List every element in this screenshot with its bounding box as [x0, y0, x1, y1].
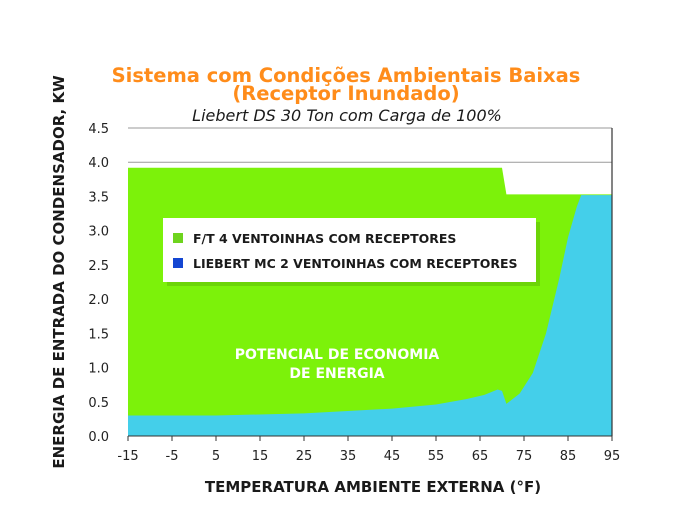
y-axis-title: ENERGIA DE ENTRADA DO CONDENSADOR, KW: [50, 75, 68, 469]
x-tick-label: 55: [428, 449, 445, 464]
annotation-line1: POTENCIAL DE ECONOMIA: [235, 347, 440, 363]
x-tick-label: 25: [296, 449, 313, 464]
axes: [128, 128, 613, 437]
plot-areas: [128, 167, 612, 436]
x-axis-title: TEMPERATURA AMBIENTE EXTERNA (°F): [205, 478, 541, 496]
x-tick-label: 35: [340, 449, 357, 464]
chart-title: Sistema com Condições Ambientais Baixas: [112, 64, 581, 87]
legend-label-ft: F/T 4 VENTOINHAS COM RECEPTORES: [193, 231, 456, 246]
x-tick-label: 65: [472, 449, 489, 464]
legend-label-mc: LIEBERT MC 2 VENTOINHAS COM RECEPTORES: [193, 256, 518, 271]
x-tick-labels: -15 -5 5 15 25 35 45 55 65 75 85 95: [117, 436, 620, 464]
legend-box: [163, 218, 536, 282]
x-tick-label: 85: [560, 449, 577, 464]
y-tick-label: 3.0: [88, 225, 109, 240]
x-tick-label: 95: [604, 449, 621, 464]
y-tick-label: 1.0: [88, 362, 109, 377]
legend-marker-blue: [173, 258, 183, 268]
x-tick-label: 75: [516, 449, 533, 464]
chart-subtitle: Liebert DS 30 Ton com Carga de 100%: [192, 106, 502, 125]
annotation-line2: DE ENERGIA: [289, 366, 384, 382]
y-tick-label: 3.5: [88, 190, 109, 205]
y-tick-labels: 0.0 0.5 1.0 1.5 2.0 2.5 3.0 3.5 4.0 4.5: [88, 122, 109, 445]
x-tick-label: -15: [117, 449, 138, 464]
x-tick-label: -5: [166, 449, 179, 464]
x-tick-label: 15: [252, 449, 269, 464]
series-mc-area: [128, 195, 612, 436]
y-tick-label: 2.0: [88, 293, 109, 308]
x-tick-label: 5: [212, 449, 220, 464]
y-tick-label: 4.5: [88, 122, 109, 137]
chart-title-line2: (Receptor Inundado): [232, 82, 459, 105]
y-tick-label: 0.0: [88, 430, 109, 445]
y-tick-label: 2.5: [88, 259, 109, 274]
y-tick-label: 1.5: [88, 327, 109, 342]
x-tick-label: 45: [384, 449, 401, 464]
legend: F/T 4 VENTOINHAS COM RECEPTORES LIEBERT …: [163, 218, 540, 286]
y-tick-label: 4.0: [88, 156, 109, 171]
y-tick-label: 0.5: [88, 396, 109, 411]
legend-marker-green: [173, 233, 183, 243]
